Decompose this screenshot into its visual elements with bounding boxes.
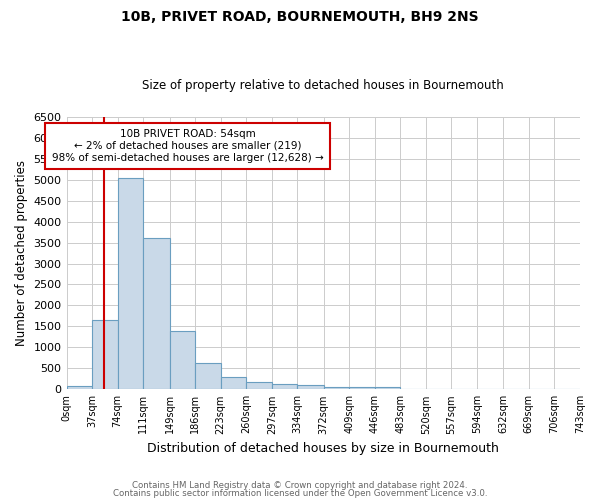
Bar (246, 382, 272, 390)
Bar (349, 387, 375, 390)
Y-axis label: Number of detached properties: Number of detached properties (15, 160, 28, 346)
Bar (67, 386, 92, 390)
Text: Contains HM Land Registry data © Crown copyright and database right 2024.: Contains HM Land Registry data © Crown c… (132, 481, 468, 490)
Bar (195, 364, 221, 390)
Bar (272, 384, 298, 390)
Bar (298, 385, 323, 390)
Bar (375, 387, 400, 390)
Bar (143, 238, 170, 390)
Bar (221, 376, 246, 390)
Bar (118, 178, 143, 390)
Bar (170, 330, 195, 390)
Text: Contains public sector information licensed under the Open Government Licence v3: Contains public sector information licen… (113, 488, 487, 498)
Title: Size of property relative to detached houses in Bournemouth: Size of property relative to detached ho… (142, 79, 504, 92)
Bar (92, 320, 118, 390)
X-axis label: Distribution of detached houses by size in Bournemouth: Distribution of detached houses by size … (148, 442, 499, 455)
Text: 10B, PRIVET ROAD, BOURNEMOUTH, BH9 2NS: 10B, PRIVET ROAD, BOURNEMOUTH, BH9 2NS (121, 10, 479, 24)
Bar (323, 387, 349, 390)
Text: 10B PRIVET ROAD: 54sqm
← 2% of detached houses are smaller (219)
98% of semi-det: 10B PRIVET ROAD: 54sqm ← 2% of detached … (52, 130, 323, 162)
